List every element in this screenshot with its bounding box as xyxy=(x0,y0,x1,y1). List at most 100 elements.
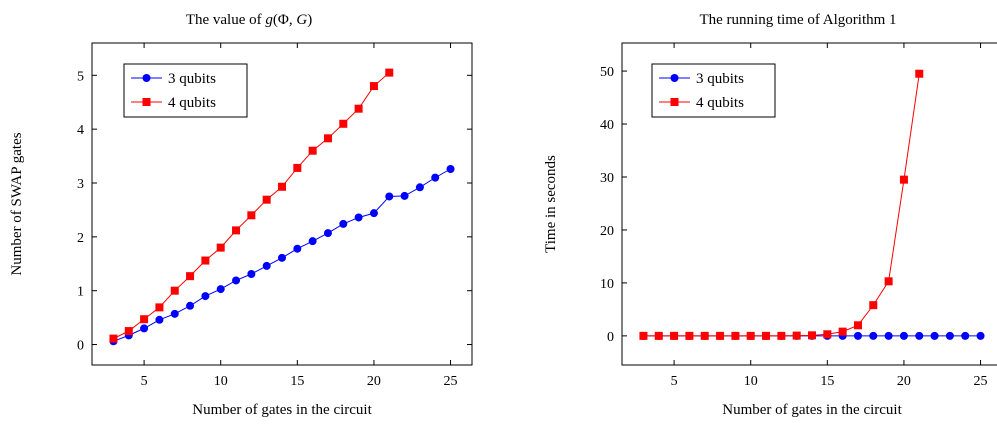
data-point-3-qubits xyxy=(915,331,924,340)
plot-frame xyxy=(91,42,473,366)
data-point-3-qubits xyxy=(961,331,970,340)
y-tick-label: 0 xyxy=(77,339,84,354)
data-point-4-qubits xyxy=(385,68,394,77)
y-axis-ticks: 0 10 20 30 40 50 xyxy=(600,65,627,345)
data-point-3-qubits xyxy=(278,253,286,262)
data-point-4-qubits xyxy=(201,256,210,265)
x-axis-label: Number of gates in the circuit xyxy=(192,402,372,418)
data-point-4-qubits xyxy=(869,301,878,310)
data-point-3-qubits xyxy=(446,165,455,173)
data-point-3-qubits xyxy=(232,276,241,285)
data-point-3-qubits xyxy=(945,331,954,340)
data-point-4-qubits xyxy=(354,104,363,113)
legend-label-3-qubits: 3 qubits xyxy=(168,71,216,87)
x-tick-label: 5 xyxy=(671,374,678,389)
data-point-3-qubits xyxy=(155,315,164,324)
x-tick-label: 5 xyxy=(141,374,148,389)
legend-marker-4-qubits xyxy=(670,98,679,106)
data-point-3-qubits xyxy=(884,331,893,340)
data-point-3-qubits xyxy=(431,173,440,182)
x-tick-label: 25 xyxy=(974,374,988,389)
data-point-4-qubits xyxy=(700,331,709,340)
x-axis-label: Number of gates in the circuit xyxy=(722,402,902,418)
y-tick-label: 0 xyxy=(607,330,614,345)
legend-marker-3-qubits xyxy=(670,74,679,82)
data-point-4-qubits xyxy=(746,331,755,340)
data-point-4-qubits xyxy=(823,330,832,339)
data-point-3-qubits xyxy=(323,229,332,238)
chart-title: The value of g(Φ, G) xyxy=(186,12,312,28)
legend-label-3-qubits: 3 qubits xyxy=(696,71,744,87)
data-point-3-qubits xyxy=(899,331,908,340)
data-point-4-qubits xyxy=(262,195,271,204)
y-tick-label: 2 xyxy=(77,231,84,246)
data-point-3-qubits xyxy=(930,331,939,340)
data-point-4-qubits xyxy=(232,226,241,235)
data-point-4-qubits xyxy=(369,82,378,91)
y-tick-label: 1 xyxy=(77,285,84,300)
chart-title: The running time of Algorithm 1 xyxy=(699,12,896,28)
legend-marker-4-qubits xyxy=(142,98,151,106)
data-point-4-qubits xyxy=(639,331,648,340)
x-tick-label: 10 xyxy=(214,374,228,389)
series-layer xyxy=(109,68,455,346)
data-point-3-qubits xyxy=(293,244,302,253)
data-point-4-qubits xyxy=(808,331,816,340)
data-point-3-qubits xyxy=(400,191,409,200)
legend-label-4-qubits: 4 qubits xyxy=(696,95,744,111)
data-point-4-qubits xyxy=(186,272,195,281)
data-point-3-qubits xyxy=(170,309,179,318)
data-point-4-qubits xyxy=(170,286,179,295)
data-point-4-qubits xyxy=(247,211,256,220)
legend-label-4-qubits: 4 qubits xyxy=(168,95,216,111)
data-point-4-qubits xyxy=(777,331,786,340)
y-axis-ticks: 0 1 2 3 4 5 xyxy=(77,69,472,354)
y-tick-label: 3 xyxy=(77,177,84,192)
x-tick-label: 25 xyxy=(444,374,458,389)
data-point-3-qubits xyxy=(369,209,378,218)
x-axis-ticks: 5 10 15 20 25 xyxy=(671,43,988,389)
data-point-3-qubits xyxy=(140,324,149,333)
data-point-4-qubits xyxy=(716,331,725,340)
y-tick-label: 40 xyxy=(600,118,614,133)
data-point-4-qubits xyxy=(762,331,771,340)
data-point-4-qubits xyxy=(293,163,302,172)
data-point-4-qubits xyxy=(654,331,663,340)
chart-running-time: The running time of Algorithm 1 5 10 15 20 2… xyxy=(543,12,997,418)
data-point-4-qubits xyxy=(731,331,740,340)
plot-frame xyxy=(621,42,997,366)
y-axis-label: Time in seconds xyxy=(543,155,559,253)
data-point-4-qubits xyxy=(838,327,847,336)
data-point-3-qubits xyxy=(186,301,195,310)
legend-marker-3-qubits xyxy=(142,74,151,82)
legend: 3 qubits 4 qubits xyxy=(123,63,248,118)
data-point-4-qubits xyxy=(155,303,164,312)
data-point-3-qubits xyxy=(308,237,317,246)
data-point-4-qubits xyxy=(308,146,317,155)
data-point-3-qubits xyxy=(201,292,210,301)
series-layer xyxy=(639,69,985,340)
data-point-4-qubits xyxy=(853,321,862,330)
x-tick-label: 20 xyxy=(897,374,911,389)
data-point-4-qubits xyxy=(216,243,225,252)
data-point-4-qubits xyxy=(109,334,118,343)
legend: 3 qubits 4 qubits xyxy=(651,63,776,118)
y-tick-label: 10 xyxy=(600,277,614,292)
data-point-4-qubits xyxy=(124,327,133,336)
x-tick-label: 10 xyxy=(744,374,758,389)
data-point-4-qubits xyxy=(278,182,286,191)
data-point-4-qubits xyxy=(792,331,801,340)
data-point-3-qubits xyxy=(247,270,256,278)
y-tick-label: 5 xyxy=(77,69,84,84)
data-point-4-qubits xyxy=(323,134,332,143)
data-point-3-qubits xyxy=(976,331,985,340)
y-tick-label: 20 xyxy=(600,224,614,239)
data-point-4-qubits xyxy=(685,331,694,340)
y-tick-label: 4 xyxy=(77,123,84,138)
data-point-3-qubits xyxy=(262,261,271,270)
data-point-4-qubits xyxy=(899,175,908,184)
data-point-3-qubits xyxy=(869,331,878,340)
y-tick-label: 30 xyxy=(600,171,614,186)
data-point-4-qubits xyxy=(884,277,893,286)
